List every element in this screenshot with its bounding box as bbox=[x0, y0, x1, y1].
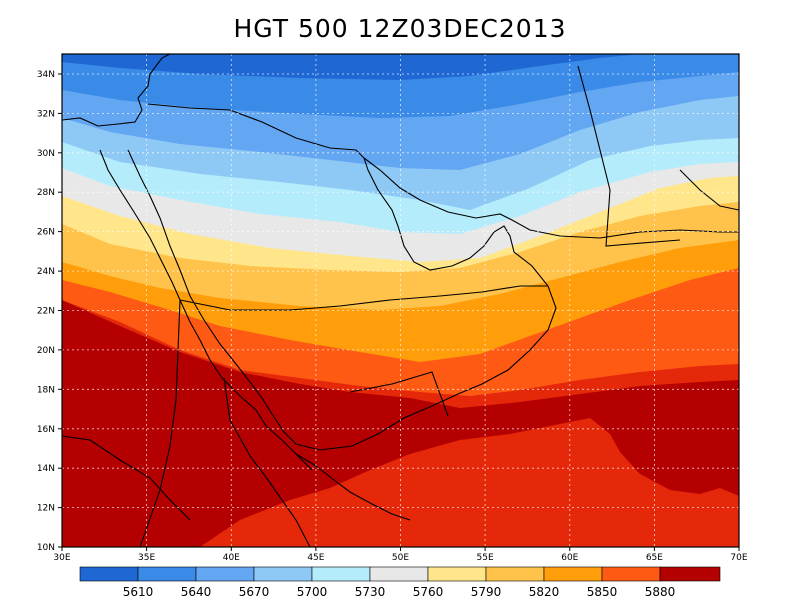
coastlines-borders bbox=[62, 54, 739, 547]
colorbar-swatch bbox=[601, 566, 661, 582]
colorbar-swatch bbox=[195, 566, 255, 582]
band-southern-tongue bbox=[200, 418, 739, 547]
lat-tick-label: 18N bbox=[37, 385, 55, 395]
colorbar-swatch bbox=[543, 566, 603, 582]
colorbar-swatch bbox=[659, 566, 721, 582]
lon-tick-label: 35E bbox=[138, 553, 155, 563]
colorbar-label: 5730 bbox=[355, 585, 386, 599]
lat-tick-label: 12N bbox=[37, 504, 55, 514]
lon-tick-label: 30E bbox=[53, 553, 70, 563]
colorbar-swatch bbox=[253, 566, 313, 582]
colorbar-swatch bbox=[427, 566, 487, 582]
gulf-north-coast bbox=[363, 157, 739, 239]
lat-tick-label: 30N bbox=[37, 149, 55, 159]
colorbar-label: 5760 bbox=[413, 585, 444, 599]
colorbar-label: 5880 bbox=[645, 585, 676, 599]
lat-tick-label: 32N bbox=[37, 109, 55, 119]
lon-tick-label: 65E bbox=[646, 553, 663, 563]
colorbar-label: 5790 bbox=[471, 585, 502, 599]
colorbar-swatch bbox=[79, 566, 139, 582]
lon-tick-label: 40E bbox=[223, 553, 240, 563]
lon-tick-label: 45E bbox=[307, 553, 324, 563]
lat-tick-labels: 10N 12N 14N 16N 18N 20N 22N 24N 26N 28N … bbox=[37, 70, 55, 553]
colorbar-swatch bbox=[137, 566, 197, 582]
border-5 bbox=[349, 371, 449, 417]
lat-tick-label: 34N bbox=[37, 70, 55, 80]
border-8 bbox=[679, 169, 739, 211]
border-1 bbox=[147, 103, 357, 151]
colorbar-label: 5850 bbox=[587, 585, 618, 599]
colorbar-label: 5610 bbox=[123, 585, 154, 599]
lat-tick-label: 16N bbox=[37, 425, 55, 435]
lat-tick-label: 10N bbox=[37, 543, 55, 553]
lat-tick-label: 14N bbox=[37, 464, 55, 474]
lat-tick-label: 24N bbox=[37, 267, 55, 277]
colorbar-label: 5640 bbox=[181, 585, 212, 599]
lon-tick-label: 50E bbox=[392, 553, 409, 563]
colorbar-swatch bbox=[485, 566, 545, 582]
lon-tick-label: 60E bbox=[561, 553, 578, 563]
lat-tick-label: 28N bbox=[37, 188, 55, 198]
lon-tick-labels: 30E 35E 40E 45E 50E 55E 60E 65E 70E bbox=[53, 553, 747, 563]
mediterranean-coast bbox=[62, 54, 171, 127]
red-sea-east-coast bbox=[127, 149, 297, 445]
map-title: HGT 500 12Z03DEC2013 bbox=[233, 14, 567, 43]
border-7 bbox=[62, 435, 191, 521]
colorbar-label: 5670 bbox=[239, 585, 270, 599]
colorbar-swatch bbox=[369, 566, 429, 582]
lat-tick-label: 22N bbox=[37, 307, 55, 317]
border-2 bbox=[179, 285, 548, 311]
colorbar: 5610 5640 5670 5700 5730 5760 5790 5820 … bbox=[79, 566, 721, 599]
lon-tick-label: 55E bbox=[477, 553, 494, 563]
colorbar-swatch bbox=[311, 566, 371, 582]
border-6 bbox=[577, 65, 681, 247]
tick-marks bbox=[58, 73, 740, 551]
arabia-south-coast bbox=[295, 149, 557, 451]
lat-tick-label: 20N bbox=[37, 346, 55, 356]
grid-lines bbox=[62, 54, 739, 547]
lat-tick-label: 26N bbox=[37, 228, 55, 238]
colorbar-label: 5700 bbox=[297, 585, 328, 599]
lon-tick-label: 70E bbox=[730, 553, 747, 563]
colorbar-label: 5820 bbox=[529, 585, 560, 599]
red-sea-west-coast bbox=[99, 149, 313, 471]
